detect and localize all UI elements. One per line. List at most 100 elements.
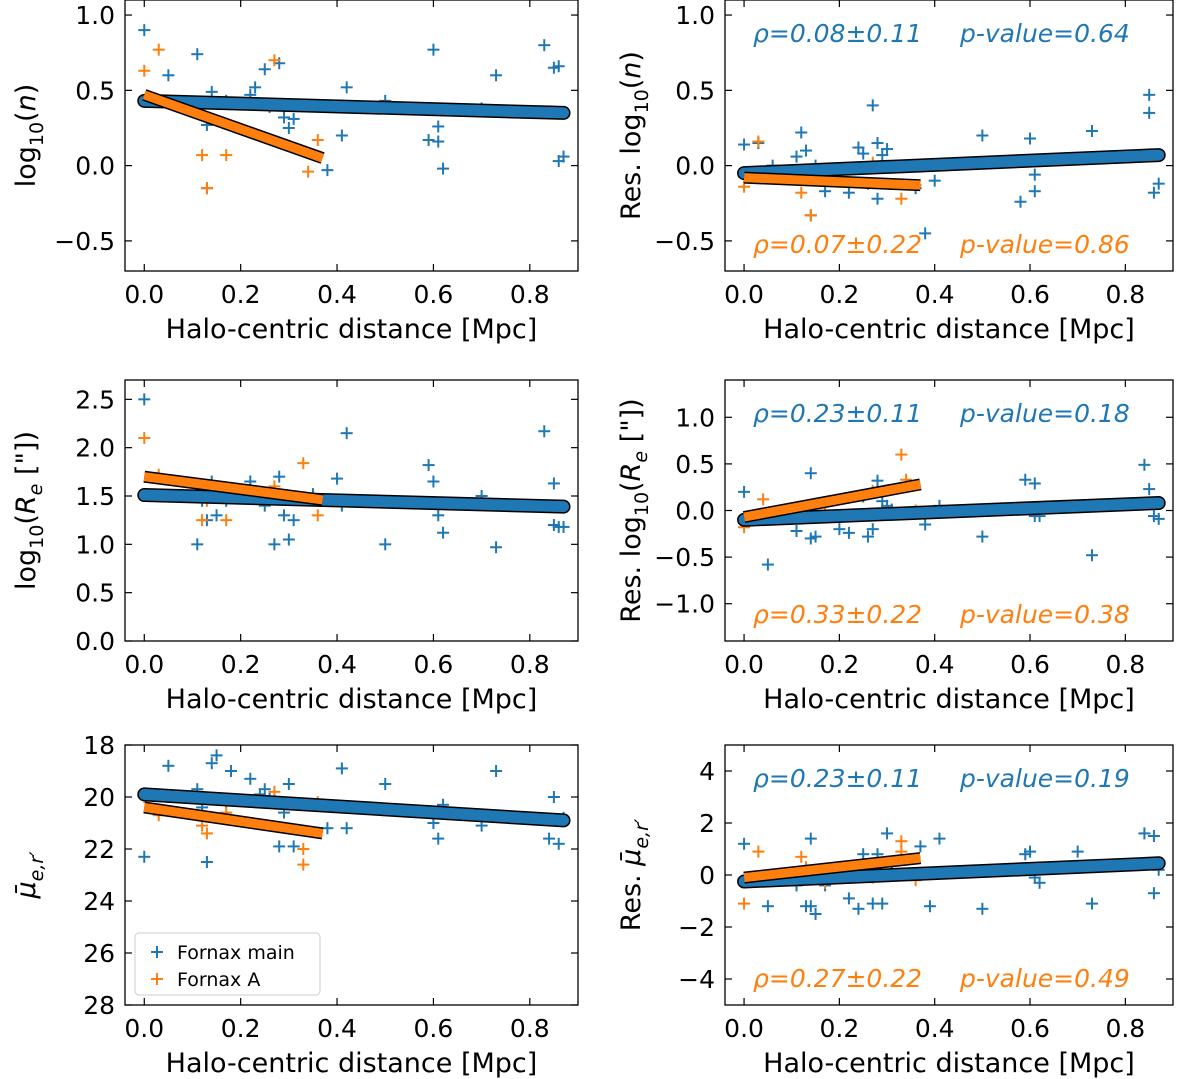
x-tick-label: 0.6 <box>414 1014 454 1043</box>
data-point <box>809 530 822 543</box>
data-point <box>804 900 817 913</box>
data-point <box>437 526 450 539</box>
y-tick-label: 0.5 <box>75 579 115 608</box>
data-point <box>1143 483 1156 496</box>
plot-frame <box>724 0 1174 272</box>
rho-annotation: ρ=0.23±0.11 <box>753 764 922 793</box>
y-tick-label: 0.0 <box>675 152 715 181</box>
data-point <box>1028 185 1041 198</box>
data-layer <box>137 24 571 195</box>
data-point <box>738 138 751 151</box>
legend-marker-a <box>151 973 163 985</box>
y-axis-label: log10(n) <box>11 84 48 188</box>
data-point <box>422 134 435 147</box>
data-point <box>297 843 310 855</box>
data-point <box>1152 512 1165 525</box>
y-tick-label: 0.5 <box>75 76 115 105</box>
data-point <box>895 192 908 205</box>
data-point <box>543 832 556 845</box>
data-point <box>1028 168 1041 181</box>
fit-line-main <box>137 93 571 120</box>
y-tick-label: −4 <box>678 965 715 994</box>
data-point <box>340 81 353 94</box>
data-point <box>258 783 271 796</box>
x-tick-label: 0.2 <box>820 1014 860 1043</box>
data-point <box>321 822 334 835</box>
data-point <box>914 840 927 853</box>
data-point <box>311 509 324 522</box>
fit-line-main <box>137 488 571 514</box>
x-tick-label: 0.0 <box>724 280 764 309</box>
data-point <box>379 538 392 551</box>
rho-annotation: ρ=0.33±0.22 <box>753 600 922 629</box>
plot-frame <box>124 379 579 642</box>
x-tick-label: 0.2 <box>221 280 261 309</box>
pvalue-annotation: p-value=0.49 <box>959 964 1130 993</box>
data-point <box>852 902 865 915</box>
x-tick-label: 0.8 <box>1105 1014 1145 1043</box>
x-tick-label: 0.2 <box>221 650 261 679</box>
data-point <box>738 837 751 850</box>
data-point <box>795 126 808 139</box>
data-point <box>152 43 165 56</box>
legend-marker-main <box>151 946 163 958</box>
fit-line-main <box>137 787 571 828</box>
data-point <box>268 538 281 551</box>
y-tick-label: −2 <box>678 913 715 942</box>
data-point <box>196 149 209 162</box>
data-point <box>795 186 808 199</box>
data-point <box>258 63 271 76</box>
series-fornax-main <box>138 393 570 554</box>
y-tick-label: −0.5 <box>54 227 115 256</box>
data-point <box>1138 458 1151 471</box>
data-point <box>268 54 281 67</box>
data-point <box>432 135 445 148</box>
y-tick-label: 0.5 <box>675 450 715 479</box>
fit-line-main <box>737 148 1166 181</box>
data-point <box>287 112 300 125</box>
data-point <box>881 827 894 840</box>
data-point <box>919 227 932 240</box>
x-tick-label: 0.8 <box>1105 280 1145 309</box>
data-point <box>210 749 223 762</box>
data-point <box>1147 186 1160 199</box>
data-point <box>976 129 989 142</box>
data-point <box>547 477 560 490</box>
y-tick-label: 1.0 <box>675 403 715 432</box>
data-point <box>752 845 765 858</box>
data-point <box>871 137 884 150</box>
data-point <box>1152 177 1165 190</box>
y-axis-label: Res. log10(Re ["]) <box>616 398 653 622</box>
data-point <box>842 186 855 199</box>
data-point <box>833 523 846 536</box>
rho-annotation: ρ=0.23±0.11 <box>753 399 922 428</box>
data-point <box>225 765 238 777</box>
data-point <box>761 558 774 571</box>
data-point <box>761 900 774 913</box>
y-tick-label: −1.0 <box>654 590 715 619</box>
data-layer <box>737 88 1166 240</box>
data-point <box>220 149 233 162</box>
data-point <box>557 150 570 163</box>
x-tick-label: 0.4 <box>915 280 955 309</box>
x-tick-label: 0.0 <box>124 1014 164 1043</box>
y-tick-label: 1.0 <box>675 1 715 30</box>
data-point <box>220 514 233 527</box>
data-point <box>427 475 440 488</box>
x-tick-label: 0.6 <box>1010 280 1050 309</box>
rho-annotation: ρ=0.08±0.11 <box>753 19 922 48</box>
x-tick-label: 0.8 <box>510 280 550 309</box>
data-point <box>311 134 324 147</box>
data-point <box>1085 549 1098 562</box>
fit-line-a <box>143 801 324 840</box>
data-point <box>162 69 175 82</box>
x-axis-label: Halo-centric distance [Mpc] <box>166 1048 538 1079</box>
x-tick-label: 0.8 <box>510 650 550 679</box>
data-point <box>138 850 151 863</box>
y-tick-label: 1.0 <box>75 530 115 559</box>
y-tick-label: 2.5 <box>75 385 115 414</box>
data-point <box>432 509 445 522</box>
data-point <box>876 149 889 162</box>
data-point <box>191 48 204 61</box>
fit-line-main <box>737 856 1166 889</box>
